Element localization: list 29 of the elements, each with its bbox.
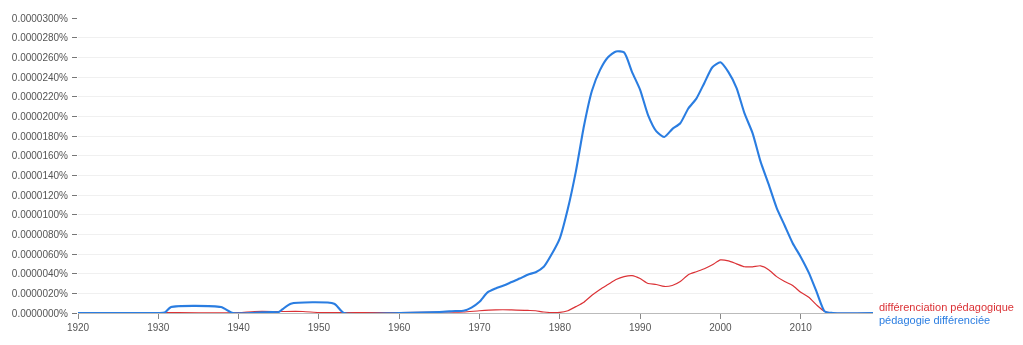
x-tick-label: 1980 (548, 322, 572, 333)
x-tick-label: 1970 (468, 322, 492, 333)
x-tick-label: 1930 (147, 322, 170, 333)
y-tick-label: 0.0000020% (11, 287, 69, 299)
y-tick-label: 0.0000180% (11, 130, 69, 142)
series-label: pédagogie différenciée (879, 314, 991, 326)
y-tick-label: 0.0000040% (11, 268, 69, 280)
y-tick-label: 0.0000300% (11, 12, 69, 24)
y-tick-label: 0.0000260% (11, 51, 69, 63)
y-tick-label: 0.0000240% (11, 71, 69, 83)
y-tick-label: 0.0000080% (11, 228, 69, 240)
y-tick-label: 0.0000140% (11, 169, 69, 181)
x-tick-label: 1990 (628, 322, 652, 333)
x-tick-label: 1940 (227, 322, 251, 333)
x-tick-label: 1950 (307, 322, 331, 333)
y-tick-label: 0.0000160% (11, 150, 69, 162)
x-tick-label: 1960 (388, 322, 411, 333)
y-tick-label: 0.0000220% (11, 91, 69, 103)
y-tick-label: 0.0000120% (11, 189, 69, 201)
x-tick-label: 2000 (709, 322, 732, 333)
series-label: différenciation pédagogique (879, 301, 1014, 313)
line-series (78, 50, 873, 313)
y-tick-label: 0.0000060% (11, 248, 69, 260)
x-tick-label: 1920 (66, 322, 90, 333)
y-tick-label: 0.0000100% (11, 209, 69, 221)
y-tick-label: 0.0000280% (11, 32, 69, 44)
x-tick-label: 2010 (789, 322, 813, 333)
y-tick-label: 0.0000200% (11, 110, 69, 122)
y-tick-label: 0.0000000% (11, 307, 69, 319)
